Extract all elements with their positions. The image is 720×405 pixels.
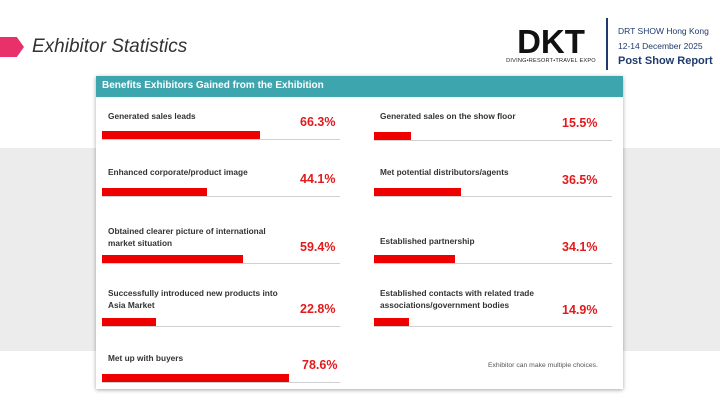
benefit-8-value: 14.9% [562,303,598,317]
benefit-3-track [102,188,340,197]
benefit-3-value: 44.1% [300,172,336,186]
benefit-7-value: 22.8% [300,302,336,316]
dkt-logo-icon: DKT [517,24,585,56]
benefit-1-bar [102,131,260,139]
chart-note: Exhibitor can make multiple choices. [488,362,598,369]
logo-tagline: DIVING•RESORT•TRAVEL EXPO [506,58,596,64]
benefit-6-bar [374,255,456,263]
benefit-5-track [102,255,340,264]
section-marker-icon [0,37,24,57]
benefit-1-value: 66.3% [300,115,336,129]
drt-logo: DKT DIVING•RESORT•TRAVEL EXPO [500,24,602,70]
page-title: Exhibitor Statistics [32,36,188,57]
benefit-9-track [102,374,340,383]
chart-header: Benefits Exhibitors Gained from the Exhi… [96,76,623,97]
benefit-5-value: 59.4% [300,240,336,254]
benefit-6-label: Established partnership [380,236,475,246]
benefit-4-label: Met potential distributors/agents [380,167,509,177]
benefit-9-bar [102,374,290,382]
chart-card: Benefits Exhibitors Gained from the Exhi… [96,76,623,389]
show-name: DRT SHOW Hong Kong [618,26,709,36]
benefit-1-track [102,131,340,140]
benefit-5-label: Obtained clearer picture of internationa… [108,226,266,248]
benefit-4-value: 36.5% [562,173,598,187]
header-divider [606,18,608,70]
show-dates: 12-14 December 2025 [618,41,703,51]
benefit-3-bar [102,188,207,196]
benefit-8-label: Established contacts with related trade … [380,288,534,310]
benefit-9-label: Met up with buyers [108,353,184,363]
benefit-5-bar [102,255,244,263]
benefit-7-track [102,318,340,327]
benefit-9-value: 78.6% [302,358,338,372]
benefit-6-track [374,255,612,264]
benefit-8-track [374,318,612,327]
benefit-8-bar [374,318,410,326]
chart-title: Benefits Exhibitors Gained from the Exhi… [102,80,324,91]
benefit-4-bar [374,188,461,196]
report-title: Post Show Report [618,55,713,67]
benefit-2-label: Generated sales on the show floor [380,111,516,121]
benefit-1-label: Generated sales leads [108,111,196,121]
svg-text:DKT: DKT [517,24,585,56]
benefit-2-value: 15.5% [562,116,598,130]
benefit-2-track [374,132,612,141]
benefit-6-value: 34.1% [562,240,598,254]
benefit-4-track [374,188,612,197]
benefit-2-bar [374,132,411,140]
benefit-7-bar [102,318,157,326]
benefit-3-label: Enhanced corporate/product image [108,167,248,177]
benefit-7-label: Successfully introduced new products int… [108,288,278,310]
